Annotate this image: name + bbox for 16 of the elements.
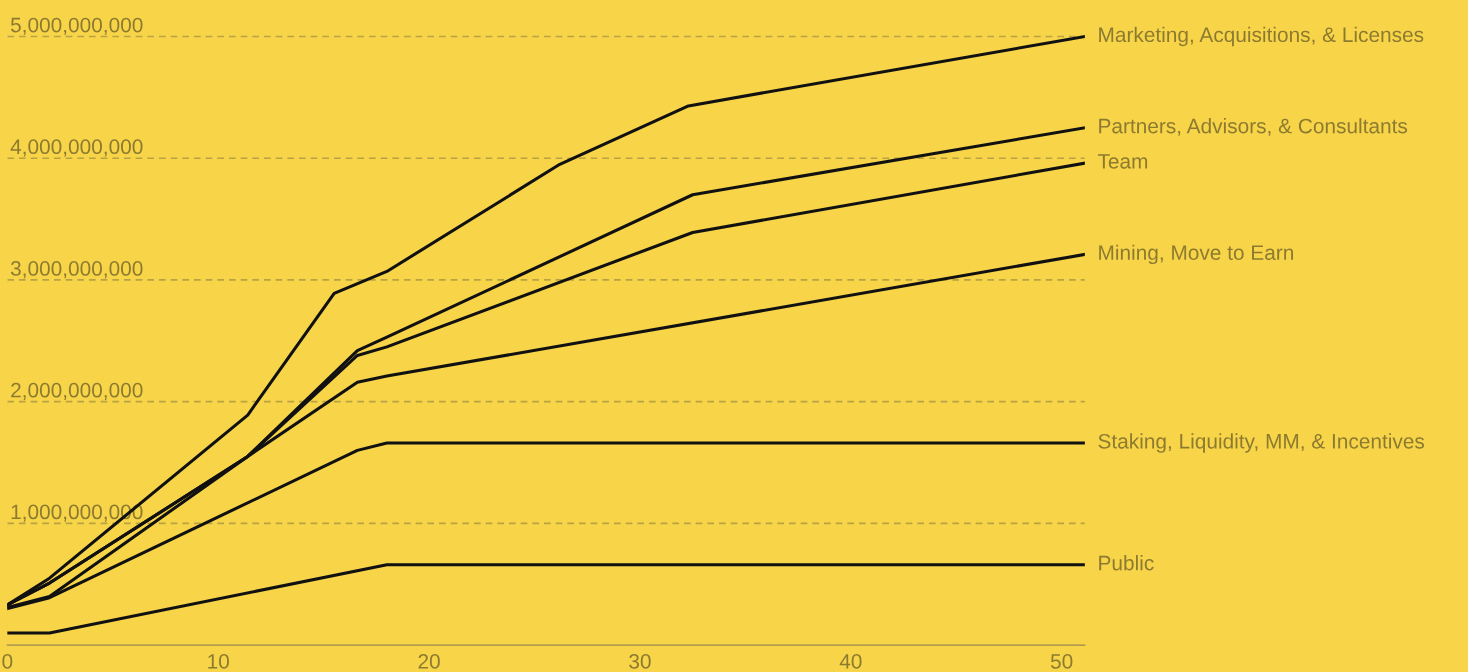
y-tick-label: 4,000,000,000 [10,139,143,157]
series-label: Marketing, Acquisitions, & Licenses [1099,26,1424,47]
series-label: Partners, Advisors, & Consultants [1099,118,1408,136]
y-tick-label: 3,000,000,000 [10,261,143,279]
x-tick-label: 40 [839,654,862,669]
series-label: Team [1097,154,1148,169]
x-tick-label: 50 [1050,654,1073,669]
series-label: Mining, Move to Earn [1099,244,1293,265]
y-tick-label: 2,000,000,000 [11,382,143,401]
x-tick-label: 20 [418,654,440,669]
y-tick-label: 5,000,000,000 [10,17,143,35]
x-tick-label: 0 [2,654,13,669]
x-tick-label: 10 [208,654,229,669]
x-tick-label: 30 [629,654,651,669]
series-label: Public [1099,555,1154,571]
series-label: Staking, Liquidity, MM, & Incentives [1098,433,1425,453]
